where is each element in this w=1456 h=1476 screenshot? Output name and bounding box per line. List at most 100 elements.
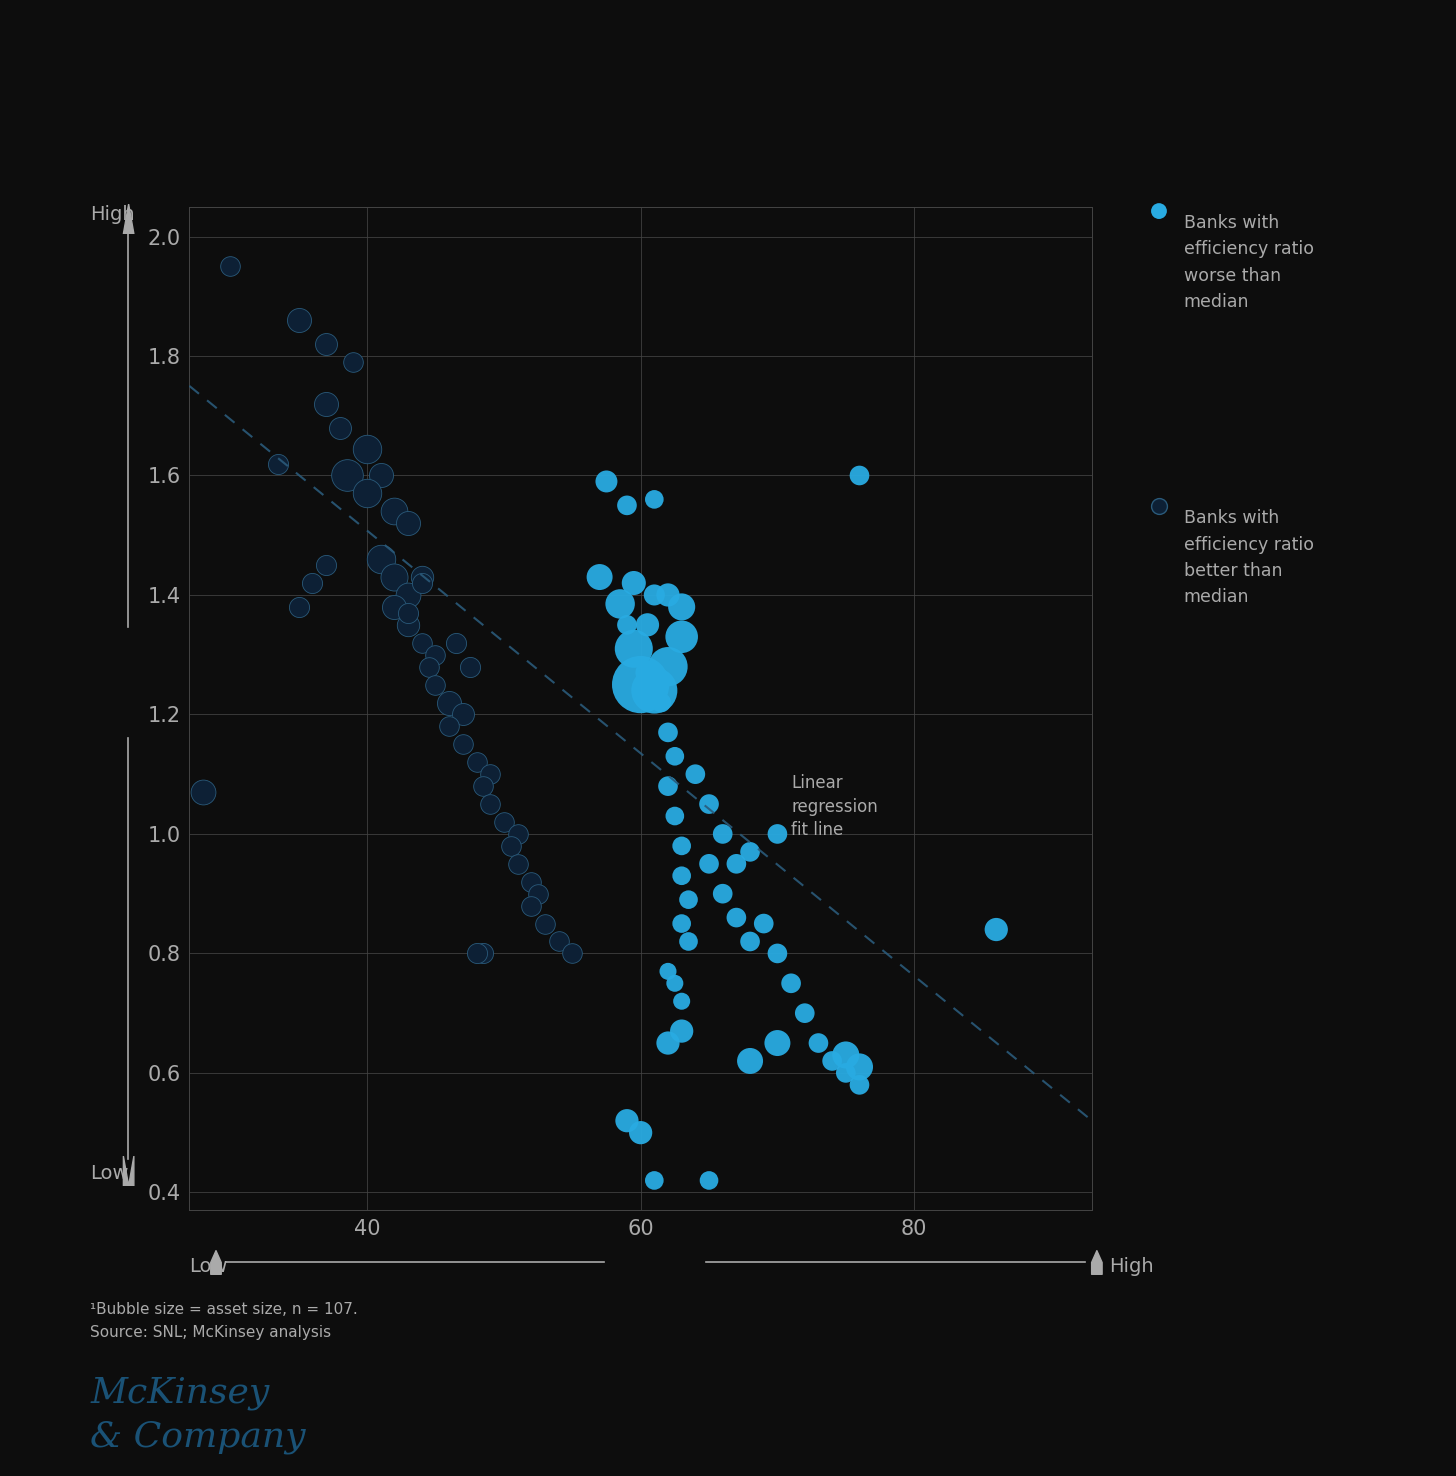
Point xyxy=(479,763,502,787)
Point xyxy=(396,583,419,607)
Point xyxy=(794,1001,817,1024)
Point xyxy=(642,679,665,703)
Point xyxy=(191,781,214,804)
Point xyxy=(505,852,529,875)
Point xyxy=(738,840,761,863)
Point xyxy=(616,493,639,517)
Text: McKinsey: McKinsey xyxy=(90,1376,269,1410)
Text: Low: Low xyxy=(90,1165,128,1182)
Point xyxy=(616,1108,639,1132)
Point xyxy=(766,822,789,846)
Point xyxy=(766,942,789,965)
Point xyxy=(520,894,543,918)
Text: & Company: & Company xyxy=(90,1420,306,1454)
Point xyxy=(807,1032,830,1055)
Point xyxy=(396,613,419,636)
Point xyxy=(697,793,721,816)
Point xyxy=(657,959,680,983)
Point xyxy=(499,834,523,858)
Point xyxy=(779,971,802,995)
Point xyxy=(670,989,693,1013)
Point xyxy=(670,863,693,887)
Point xyxy=(416,655,440,679)
Point xyxy=(472,942,495,965)
Point xyxy=(847,1055,871,1079)
Point xyxy=(622,571,645,595)
Point xyxy=(370,463,393,487)
Point xyxy=(451,703,475,726)
Point xyxy=(527,881,550,905)
Point xyxy=(533,912,556,936)
Point xyxy=(657,655,680,679)
Point xyxy=(711,881,734,905)
Point xyxy=(636,613,660,636)
Point xyxy=(411,630,434,654)
Point xyxy=(662,804,686,828)
Point xyxy=(301,571,325,595)
Point xyxy=(479,793,502,816)
Point xyxy=(424,644,447,667)
Point xyxy=(355,481,379,505)
Point xyxy=(1147,199,1171,223)
Point xyxy=(370,548,393,571)
Point xyxy=(588,565,612,589)
Point xyxy=(847,1073,871,1097)
Text: Banks with
efficiency ratio
better than
median: Banks with efficiency ratio better than … xyxy=(1184,509,1313,607)
Point xyxy=(711,822,734,846)
Point xyxy=(314,332,338,356)
Point xyxy=(662,744,686,768)
Point xyxy=(642,1169,665,1193)
Point xyxy=(218,254,242,277)
Point xyxy=(520,869,543,893)
Point xyxy=(657,720,680,744)
Point xyxy=(1147,494,1171,518)
Point xyxy=(670,624,693,648)
Point xyxy=(459,655,482,679)
Point xyxy=(464,942,488,965)
Point xyxy=(657,583,680,607)
Point xyxy=(383,499,406,523)
Point xyxy=(636,661,660,685)
Point xyxy=(437,714,460,738)
Point xyxy=(472,775,495,799)
Point xyxy=(396,512,419,536)
Point xyxy=(697,1169,721,1193)
Point xyxy=(684,763,708,787)
Point xyxy=(492,810,515,834)
Point xyxy=(738,930,761,953)
Point xyxy=(847,463,871,487)
Point xyxy=(328,416,351,440)
Point xyxy=(657,1032,680,1055)
Text: High: High xyxy=(90,205,135,223)
Point xyxy=(424,673,447,697)
Point xyxy=(287,308,310,332)
Point xyxy=(677,930,700,953)
Point xyxy=(561,942,584,965)
Text: Linear
regression
fit line: Linear regression fit line xyxy=(791,775,878,840)
Point xyxy=(725,852,748,875)
Point xyxy=(725,906,748,930)
Point xyxy=(766,1032,789,1055)
Point xyxy=(622,638,645,661)
Point xyxy=(411,565,434,589)
Point xyxy=(505,822,529,846)
Point xyxy=(697,852,721,875)
Point xyxy=(314,554,338,577)
Point xyxy=(657,775,680,799)
Point xyxy=(629,1120,652,1144)
Point xyxy=(670,834,693,858)
Point xyxy=(834,1061,858,1085)
Point xyxy=(342,350,365,373)
Point xyxy=(609,592,632,615)
Point xyxy=(451,732,475,756)
Point xyxy=(821,1049,844,1073)
Point xyxy=(670,912,693,936)
Point xyxy=(547,930,571,953)
Point xyxy=(335,463,358,487)
Point xyxy=(642,583,665,607)
Point xyxy=(383,595,406,618)
Point xyxy=(670,595,693,618)
Text: Source: SNL; McKinsey analysis: Source: SNL; McKinsey analysis xyxy=(90,1325,332,1340)
Point xyxy=(753,912,776,936)
Text: Low: Low xyxy=(189,1258,227,1275)
